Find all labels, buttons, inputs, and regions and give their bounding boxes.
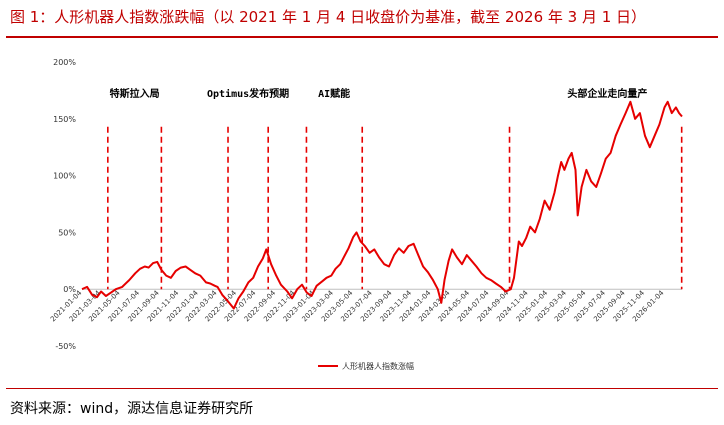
- legend: 人形机器人指数涨幅: [318, 361, 414, 371]
- y-tick-label: 100%: [53, 172, 76, 181]
- annotation-label: Optimus发布预期: [207, 87, 289, 100]
- annotations: 特斯拉入局 Optimus发布预期 AI赋能 头部企业走向量产: [110, 87, 648, 100]
- bottom-rule: [6, 388, 718, 389]
- annotation-label: AI赋能: [318, 87, 350, 100]
- x-axis: 2021-01-042021-03-042021-05-042021-07-04…: [49, 289, 682, 323]
- y-tick-label: 50%: [58, 228, 76, 237]
- y-axis: -50% 0% 50% 100% 150% 200%: [53, 58, 76, 351]
- y-tick-label: 200%: [53, 58, 76, 67]
- line-chart: -50% 0% 50% 100% 150% 200% 2021-01-042021-03-…: [49, 58, 683, 371]
- series-group: [81, 100, 683, 310]
- legend-label: 人形机器人指数涨幅: [342, 361, 414, 371]
- figure-source: 资料来源：wind，源达信息证券研究所: [10, 401, 254, 417]
- y-tick-label: -50%: [55, 342, 76, 351]
- figure-title: 图 1：人形机器人指数涨跌幅（以 2021 年 1 月 4 日收盘价为基准，截至…: [10, 8, 647, 26]
- y-tick-label: 0%: [63, 285, 76, 294]
- title-rule: [6, 36, 718, 38]
- event-lines: [107, 126, 683, 290]
- annotation-label: 头部企业走向量产: [567, 87, 647, 100]
- y-tick-label: 150%: [53, 115, 76, 124]
- annotation-label: 特斯拉入局: [110, 87, 160, 100]
- series-line: [81, 100, 683, 310]
